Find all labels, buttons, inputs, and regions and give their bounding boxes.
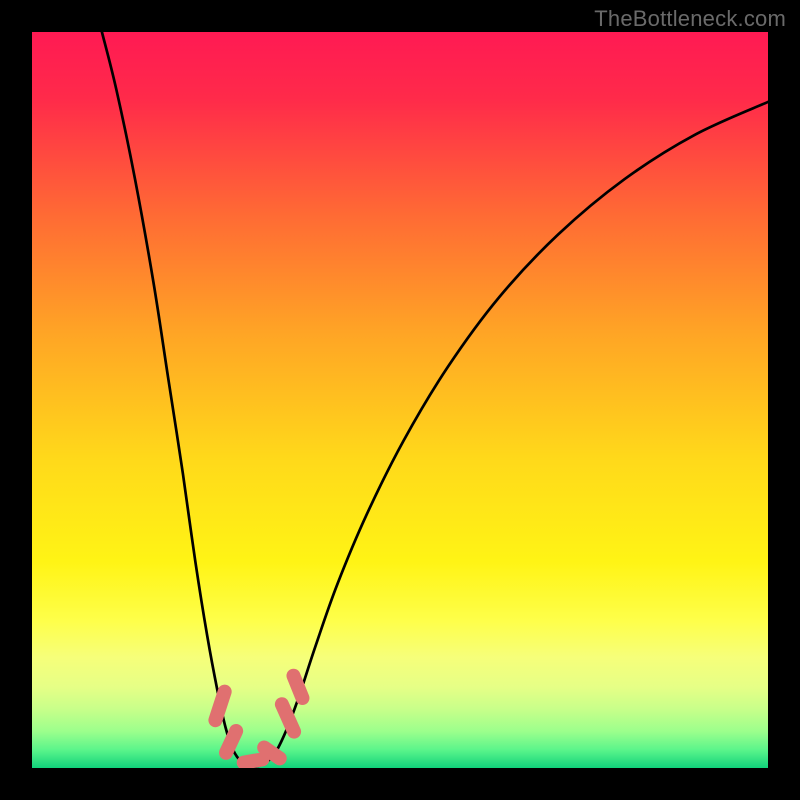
bottleneck-curve <box>32 32 768 768</box>
plot-area <box>32 32 768 768</box>
watermark-text: TheBottleneck.com <box>594 6 786 32</box>
